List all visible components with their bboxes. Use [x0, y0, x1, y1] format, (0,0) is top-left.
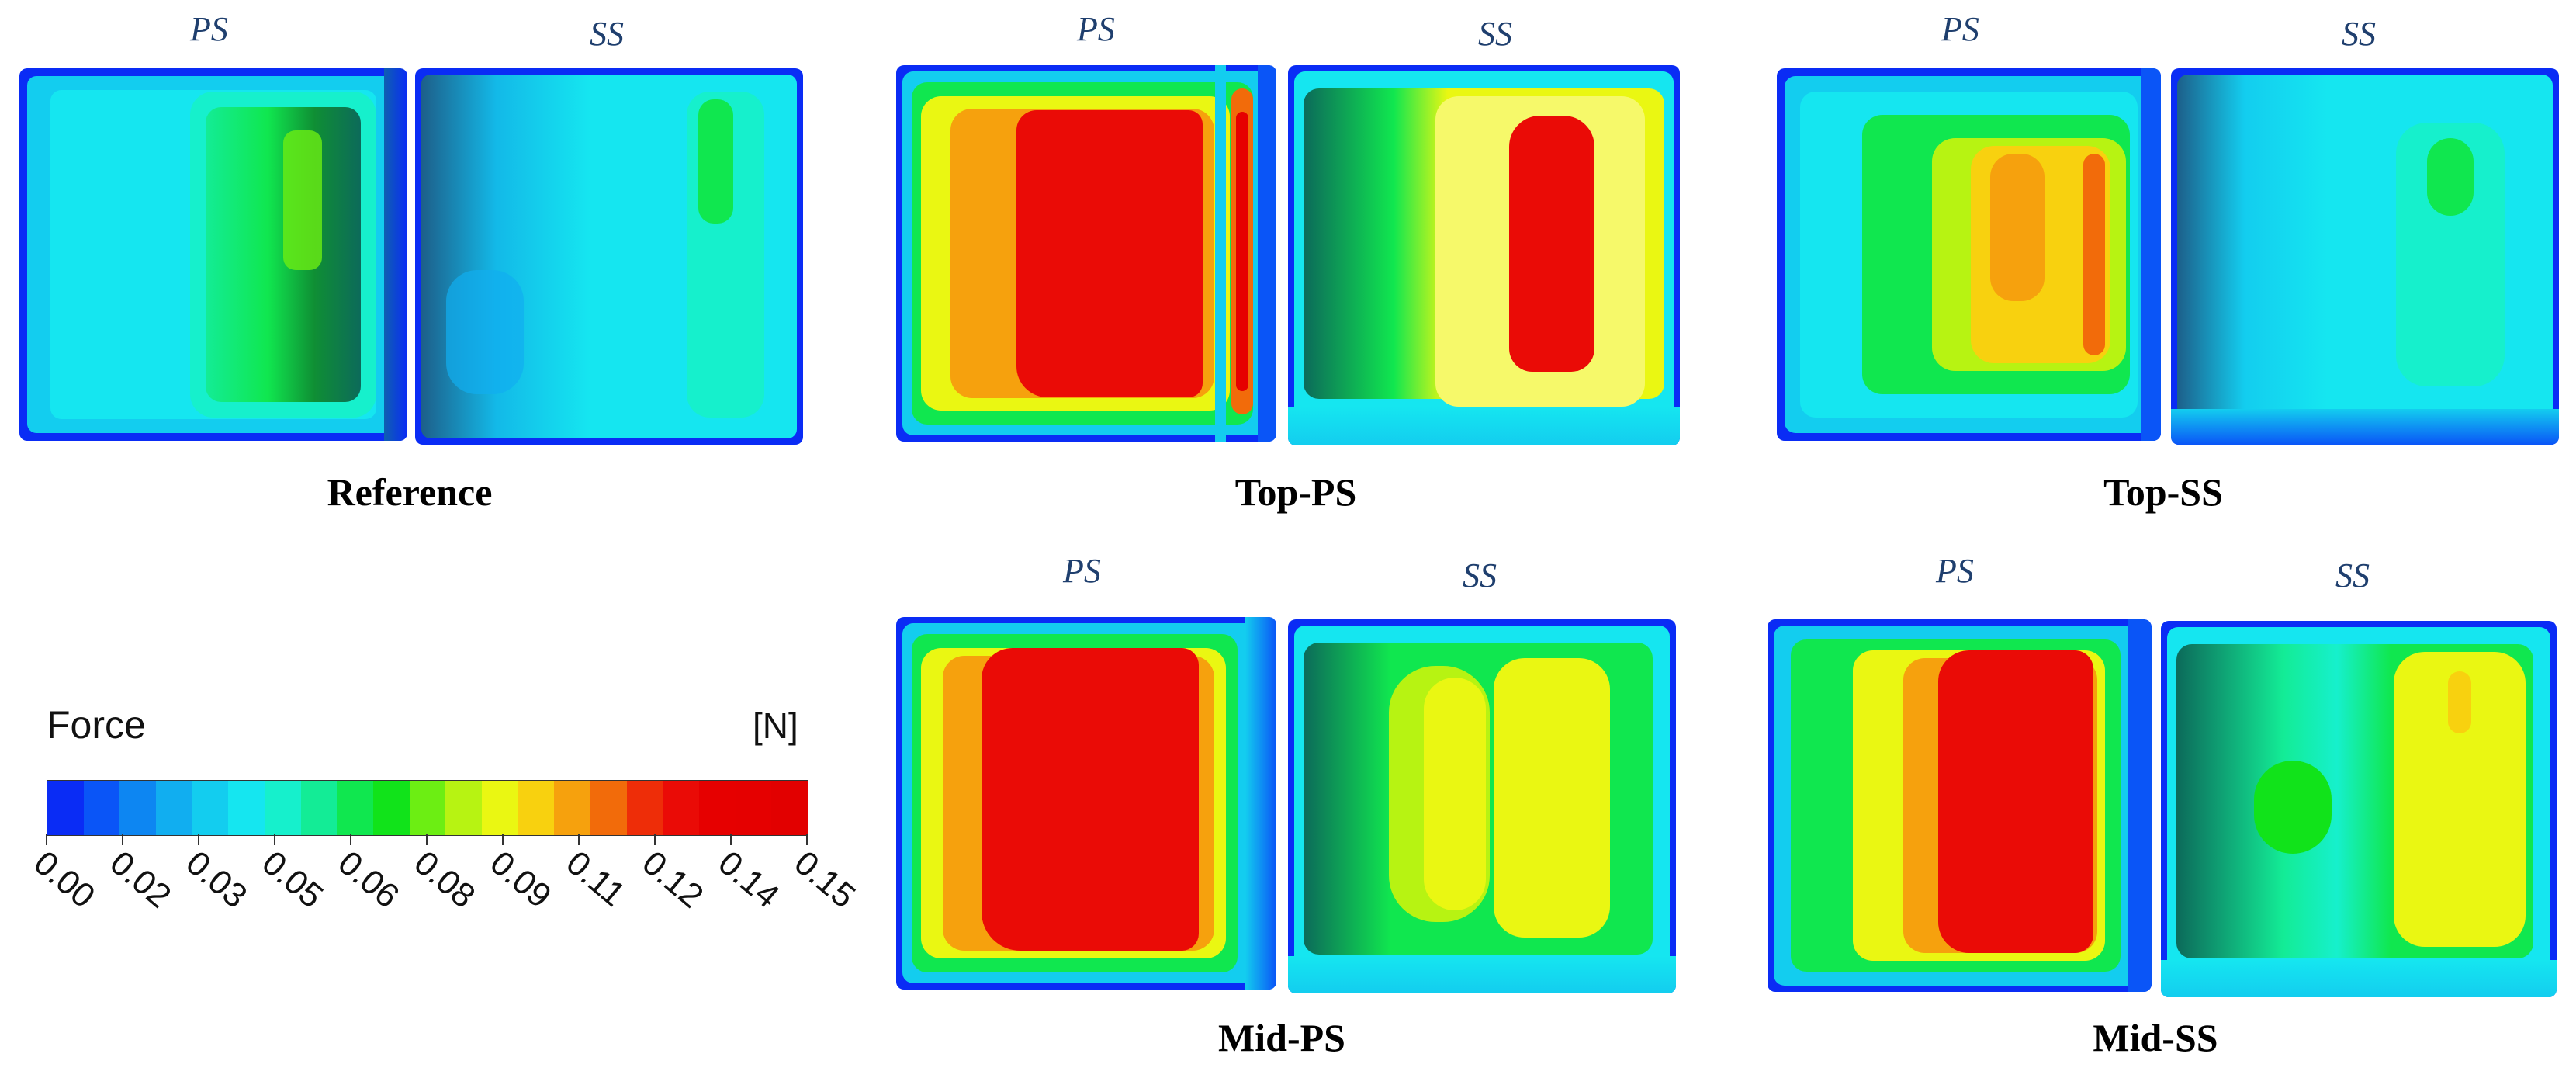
- colorbar-tick-mark: [46, 834, 47, 845]
- ps-label: PS: [1077, 10, 1115, 48]
- blade-ss-contour: [1288, 65, 1680, 445]
- colorbar-tick-mark: [730, 834, 732, 845]
- colorbar-tick-label: 0.12: [635, 844, 711, 916]
- colorbar-cell: [590, 781, 627, 835]
- ss-label: SS: [590, 15, 624, 53]
- colorbar-cell: [300, 781, 338, 835]
- colorbar-cell: [445, 781, 483, 835]
- case-label: Mid-PS: [1218, 1016, 1345, 1059]
- colorbar-cell: [228, 781, 265, 835]
- colorbar-cell: [156, 781, 192, 835]
- colorbar-tick-label: 0.15: [787, 844, 863, 916]
- blade-ss-contour: [2171, 68, 2559, 445]
- colorbar-tick-mark: [806, 834, 808, 845]
- ps-label: PS: [190, 10, 228, 48]
- ss-label: SS: [1463, 556, 1497, 594]
- colorbar-tick-label: 0.09: [483, 844, 559, 916]
- case-label: Top-PS: [1234, 470, 1357, 514]
- case-label: Mid-SS: [2093, 1016, 2218, 1059]
- colorbar-cell: [699, 781, 736, 835]
- colorbar-tick-mark: [578, 834, 580, 845]
- colorbar: [47, 780, 808, 836]
- colorbar-cell: [771, 781, 808, 835]
- ps-label: PS: [1936, 552, 1974, 590]
- blade-ps-contour: [1768, 619, 2152, 992]
- ps-label: PS: [1941, 10, 1979, 48]
- colorbar-cell: [482, 781, 518, 835]
- colorbar-cell: [119, 781, 157, 835]
- colorbar-cell: [518, 781, 555, 835]
- blade-ps-contour: [896, 65, 1276, 442]
- colorbar-tick-label: 0.14: [711, 844, 787, 916]
- colorbar-tick-label: 0.03: [178, 844, 254, 916]
- blade-ss-contour: [415, 68, 803, 445]
- blade-ss-contour: [1288, 619, 1676, 993]
- colorbar-tick-label: 0.00: [26, 844, 102, 916]
- ss-label: SS: [2335, 556, 2370, 594]
- colorbar-tick-mark: [198, 834, 199, 845]
- colorbar-cell: [265, 781, 301, 835]
- ss-label: SS: [2342, 15, 2376, 53]
- blade-ss-contour: [2161, 621, 2557, 997]
- colorbar-cell: [409, 781, 446, 835]
- case-label: Reference: [327, 470, 493, 514]
- ps-label: PS: [1063, 552, 1101, 590]
- colorbar-cell: [554, 781, 591, 835]
- colorbar-cell: [663, 781, 700, 835]
- colorbar-tick-label: 0.05: [254, 844, 331, 916]
- colorbar-cell: [337, 781, 374, 835]
- colorbar-cell: [735, 781, 772, 835]
- colorbar-cell: [83, 781, 120, 835]
- colorbar-tick-mark: [426, 834, 428, 845]
- blade-ps-contour: [896, 617, 1276, 990]
- colorbar-cell: [373, 781, 410, 835]
- colorbar-cell: [192, 781, 229, 835]
- colorbar-tick-label: 0.08: [407, 844, 483, 916]
- colorbar-tick-label: 0.11: [559, 844, 633, 914]
- colorbar-cell: [626, 781, 663, 835]
- colorbar-cell: [47, 781, 84, 835]
- legend-unit: [N]: [753, 705, 798, 746]
- blade-ps-contour: [19, 68, 407, 441]
- colorbar-tick-mark: [502, 834, 504, 845]
- legend-title: Force: [47, 703, 146, 747]
- colorbar-tick-label: 0.06: [331, 844, 407, 916]
- colorbar-tick-mark: [350, 834, 351, 845]
- colorbar-tick-label: 0.02: [102, 844, 178, 916]
- colorbar-tick-mark: [122, 834, 123, 845]
- colorbar-tick-mark: [654, 834, 656, 845]
- ss-label: SS: [1478, 15, 1512, 53]
- blade-ps-contour: [1777, 68, 2161, 441]
- case-label: Top-SS: [2103, 470, 2223, 514]
- colorbar-tick-mark: [274, 834, 275, 845]
